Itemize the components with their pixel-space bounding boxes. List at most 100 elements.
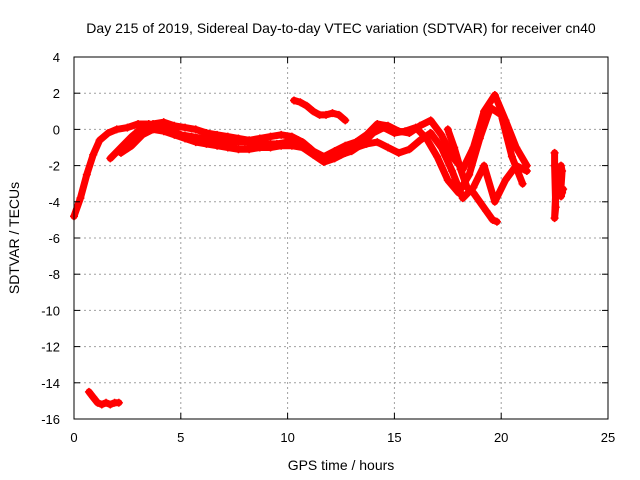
data-point: [522, 167, 531, 176]
y-tick-label: -8: [48, 267, 60, 282]
data-point: [501, 116, 510, 125]
data-point: [106, 400, 115, 409]
data-point: [89, 150, 98, 159]
data-point: [170, 130, 179, 139]
data-point: [518, 179, 527, 188]
series-fourth-track: [443, 125, 501, 226]
data-point: [138, 123, 147, 132]
data-point: [405, 129, 414, 138]
data-point: [97, 400, 106, 409]
data-point: [341, 116, 350, 125]
data-point: [437, 130, 446, 139]
data-point: [104, 129, 113, 138]
y-tick-label: 0: [53, 122, 60, 137]
data-point: [277, 141, 286, 150]
data-point: [330, 154, 339, 163]
data-layer: [70, 91, 568, 409]
data-point: [234, 145, 243, 154]
data-point: [302, 101, 311, 110]
data-point: [95, 136, 104, 145]
data-point: [138, 130, 147, 139]
data-point: [448, 167, 457, 176]
y-axis-label: SDTVAR / TECUs: [6, 182, 22, 294]
data-point: [287, 141, 296, 150]
data-point: [149, 125, 158, 134]
x-tick-label: 15: [387, 430, 401, 445]
data-point: [330, 147, 339, 156]
data-point: [112, 125, 121, 134]
y-tick-label: 4: [53, 50, 60, 65]
data-point: [309, 150, 318, 159]
data-point: [383, 121, 392, 130]
data-point: [287, 132, 296, 141]
y-tick-label: -6: [48, 231, 60, 246]
y-tick-label: -2: [48, 159, 60, 174]
data-point: [127, 141, 136, 150]
x-tick-label: 0: [70, 430, 77, 445]
data-point: [213, 130, 222, 139]
data-point: [341, 141, 350, 150]
data-point: [93, 398, 102, 407]
data-point: [234, 134, 243, 143]
data-point: [482, 206, 491, 215]
data-point: [266, 132, 275, 141]
data-point: [298, 143, 307, 152]
data-point: [134, 119, 143, 128]
series-end-cluster-2: [557, 161, 568, 201]
data-point: [290, 96, 299, 105]
x-tick-label: 10: [280, 430, 294, 445]
data-point: [202, 139, 211, 148]
data-point: [394, 127, 403, 136]
data-point: [558, 167, 567, 176]
data-point: [480, 107, 489, 116]
data-point: [480, 161, 489, 170]
data-point: [351, 143, 360, 152]
data-point: [202, 129, 211, 138]
data-point: [488, 215, 497, 224]
data-point: [362, 130, 371, 139]
data-point: [394, 148, 403, 157]
data-point: [443, 176, 452, 185]
data-point: [84, 387, 93, 396]
data-point: [433, 152, 442, 161]
data-point: [223, 143, 232, 152]
data-point: [557, 192, 566, 201]
data-point: [501, 176, 510, 185]
data-point: [550, 148, 559, 157]
x-tick-label: 20: [494, 430, 508, 445]
x-axis-label: GPS time / hours: [288, 457, 395, 473]
y-tick-label: -4: [48, 195, 60, 210]
data-point: [213, 141, 222, 150]
data-point: [512, 161, 521, 170]
data-point: [469, 143, 478, 152]
data-point: [245, 145, 254, 154]
data-point: [492, 217, 501, 226]
data-point: [426, 129, 435, 138]
data-point: [191, 125, 200, 134]
data-point: [319, 157, 328, 166]
data-point: [507, 152, 516, 161]
data-point: [559, 185, 568, 194]
data-point: [450, 143, 459, 152]
data-point: [416, 121, 425, 130]
data-point: [76, 194, 85, 203]
grid: [74, 57, 608, 419]
data-point: [416, 136, 425, 145]
data-point: [116, 148, 125, 157]
data-point: [456, 165, 465, 174]
data-point: [170, 121, 179, 130]
data-point: [328, 109, 337, 118]
data-point: [255, 134, 264, 143]
data-point: [558, 188, 567, 197]
data-point: [463, 183, 472, 192]
data-point: [255, 143, 264, 152]
data-point: [551, 203, 560, 212]
data-point: [245, 136, 254, 145]
data-point: [512, 143, 521, 152]
data-point: [475, 197, 484, 206]
data-point: [557, 161, 566, 170]
data-point: [123, 123, 132, 132]
data-point: [159, 127, 168, 136]
data-point: [362, 139, 371, 148]
data-point: [373, 119, 382, 128]
